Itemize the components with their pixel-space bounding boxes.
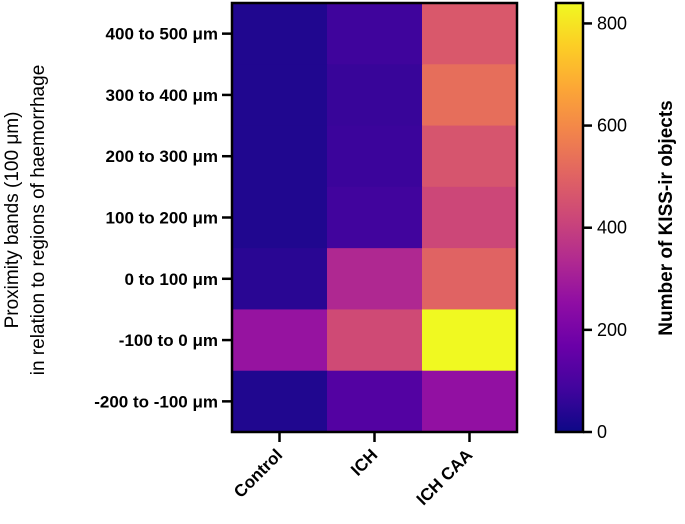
y-tick-label: -200 to -100 μm <box>94 392 218 411</box>
x-tick-label: ICH <box>347 445 381 479</box>
y-tick-label: 0 to 100 μm <box>124 270 218 289</box>
heatmap-cell <box>422 64 518 127</box>
y-axis-title-line2: in relation to regions of haemorrhage <box>28 65 49 376</box>
heatmap-cell <box>232 186 328 249</box>
heatmap-cell <box>232 125 328 188</box>
heatmap-cell <box>232 370 328 433</box>
heatmap-cell <box>422 125 518 188</box>
colorbar-tick-label: 800 <box>597 13 627 33</box>
colorbar-axis: 0 200 400 600 800 <box>583 13 627 442</box>
heatmap-cell <box>232 309 328 372</box>
y-tick-label: 400 to 500 μm <box>106 25 218 44</box>
y-tick-label: 300 to 400 μm <box>106 86 218 105</box>
x-tick-label: ICH CAA <box>413 445 477 509</box>
heatmap-cell <box>327 186 423 249</box>
y-axis-title-line1: Proximity bands (100 μm) <box>2 112 23 329</box>
x-tick-label: Control <box>230 445 286 501</box>
heatmap-cell <box>422 309 518 372</box>
heatmap-cells <box>232 3 518 433</box>
heatmap-cell <box>232 64 328 127</box>
colorbar-tick-label: 600 <box>597 116 627 136</box>
heatmap-cell <box>327 64 423 127</box>
colorbar-tick-label: 400 <box>597 218 627 238</box>
x-axis: Control ICH ICH CAA <box>230 432 476 509</box>
colorbar-tick-label: 200 <box>597 320 627 340</box>
y-tick-label: -100 to 0 μm <box>119 331 218 350</box>
heatmap-cell <box>422 248 518 310</box>
heatmap-cell <box>422 3 518 65</box>
heatmap-cell <box>327 3 423 65</box>
heatmap-cell <box>327 125 423 188</box>
heatmap-cell <box>327 248 423 310</box>
heatmap-cell <box>232 248 328 310</box>
heatmap-cell <box>422 370 518 433</box>
y-tick-label: 200 to 300 μm <box>106 147 218 166</box>
y-axis: 400 to 500 μm 300 to 400 μm 200 to 300 μm 1… <box>94 25 232 411</box>
heatmap-cell <box>232 3 328 65</box>
heatmap-cell <box>422 186 518 249</box>
heatmap-cell <box>327 309 423 372</box>
y-tick-label: 100 to 200 μm <box>106 209 218 228</box>
heatmap-cell <box>327 370 423 433</box>
colorbar <box>554 1 585 434</box>
colorbar-tick-label: 0 <box>597 422 607 442</box>
colorbar-title: Number of KISS-ir objects <box>656 100 677 335</box>
